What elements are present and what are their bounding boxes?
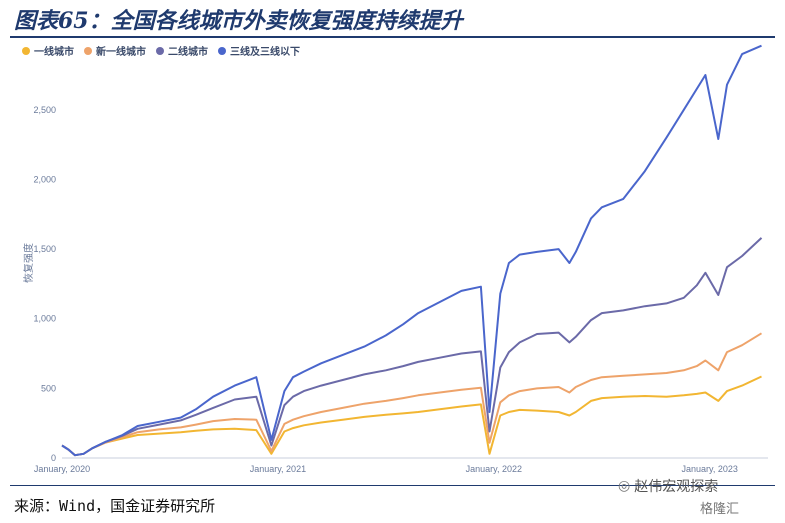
y-tick-label: 2,500: [33, 105, 56, 115]
watermark-account: 赵伟宏观探索: [634, 479, 719, 495]
source-rule: [10, 485, 775, 486]
y-tick-label: 1,000: [33, 314, 56, 324]
series-line-tier1: [61, 375, 762, 457]
series-line-tier3: [61, 44, 762, 457]
legend-label-tier3: 三线及三线以下: [230, 47, 300, 58]
series-line-new-tier1: [61, 332, 763, 457]
x-tick-label: January, 2021: [250, 464, 306, 474]
legend-label-new-tier1: 新一线城市: [96, 47, 146, 58]
legend-item-tier1: 一线城市: [22, 43, 74, 58]
y-tick-label: 1,500: [33, 244, 56, 254]
y-axis-label: 恢复强度: [22, 243, 35, 283]
y-tick-label: 500: [41, 383, 56, 393]
title-rule: [10, 36, 775, 38]
x-tick-label: January, 2020: [34, 464, 90, 474]
watermark: ◎ 赵伟宏观探索: [618, 476, 718, 496]
x-tick-label: January, 2023: [682, 464, 738, 474]
legend-swatch-tier2: [156, 46, 164, 55]
legend-label-tier2: 二线城市: [168, 47, 208, 58]
legend-item-tier2: 二线城市: [156, 43, 208, 58]
series-line-tier2: [61, 237, 763, 457]
legend-swatch-tier3: [218, 46, 226, 55]
legend-label-tier1: 一线城市: [34, 47, 74, 58]
legend: 一线城市 新一线城市 二线城市 三线及三线以下: [22, 43, 300, 58]
y-tick-label: 2,000: [33, 174, 56, 184]
legend-item-tier3: 三线及三线以下: [218, 43, 300, 58]
legend-swatch-new-tier1: [84, 46, 92, 55]
y-tick-label: 0: [51, 453, 56, 463]
wechat-icon: ◎: [618, 478, 631, 494]
watermark-brand: 格隆汇: [700, 502, 740, 517]
x-tick-label: January, 2022: [466, 464, 522, 474]
legend-item-new-tier1: 新一线城市: [84, 43, 146, 58]
source-note: 来源：Wind，国金证券研究所: [14, 497, 216, 515]
figure-title: 图表65：全国各线城市外卖恢复强度持续提升: [14, 8, 463, 34]
legend-swatch-tier1: [22, 46, 30, 55]
